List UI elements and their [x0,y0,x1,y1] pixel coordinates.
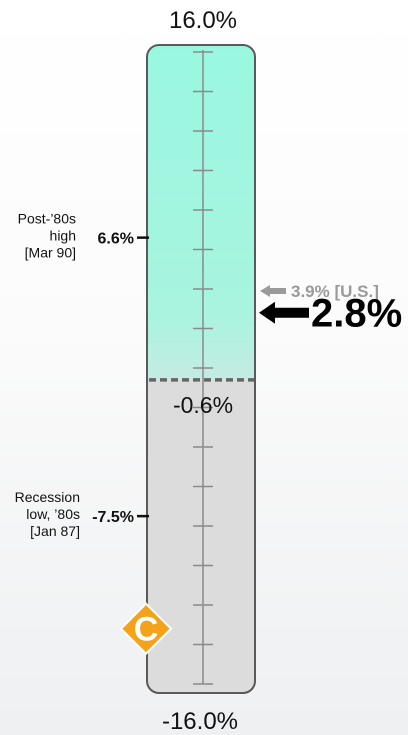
high-marker: Post-’80s high [Mar 90] 6.6% [18,211,149,261]
threshold-label: -0.6% [173,392,233,418]
us-arrow-icon [260,284,286,297]
scale-max-label: 16.0% [169,7,237,34]
low-marker: Recession low, ’80s [Jan 87] -7.5% [15,489,149,539]
current-value-label: 2.8% [311,292,402,336]
high-caption-line: [Mar 90] [25,245,76,261]
high-value-label: 6.6% [98,231,134,248]
current-arrow-icon [259,301,309,324]
grade-diamond-icon [119,602,173,656]
grade-letter: C [134,611,159,649]
low-caption-line: low, ’80s [26,506,80,522]
low-value-label: -7.5% [92,509,134,526]
gauge-tube-border [146,44,256,694]
scale-min-label: -16.0% [162,708,238,735]
low-caption-line: [Jan 87] [30,523,80,539]
above-threshold-fill [147,45,255,380]
tick-marks [193,51,213,685]
high-caption-line: high [50,228,76,244]
current-value-marker: 2.8% [259,292,402,336]
us-reference-label: 3.9% [U.S.] [291,282,379,301]
low-caption-line: Recession [15,489,80,505]
below-threshold-fill [147,379,255,693]
high-caption-line: Post-’80s [18,211,76,227]
gauge-tube-fill [147,45,255,693]
us-reference-marker: 3.9% [U.S.] [260,282,379,301]
grade-badge: C [119,602,173,656]
